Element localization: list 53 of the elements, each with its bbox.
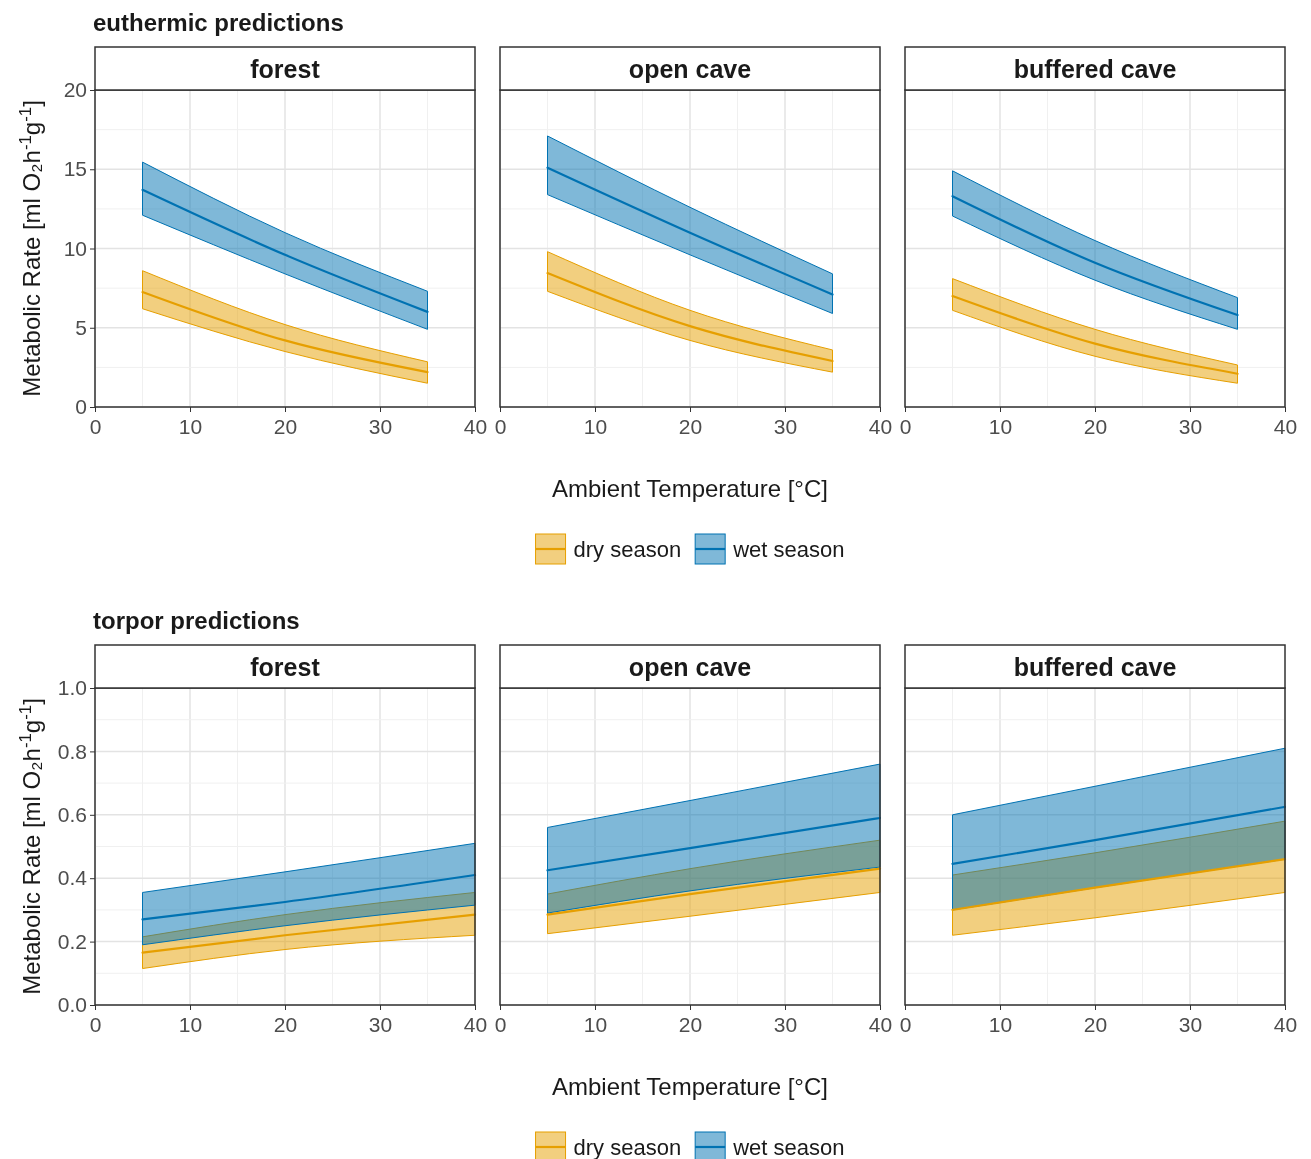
x-tick-label: 40 [463, 414, 488, 438]
chart-title: buffered cave [1013, 54, 1177, 83]
x-tick-label: 30 [368, 414, 393, 438]
x-tick-label: 30 [1178, 1012, 1203, 1036]
legend-label: dry season [573, 1135, 682, 1159]
x-tick-label: 20 [1083, 414, 1108, 438]
x-tick-label: 20 [273, 414, 298, 438]
x-tick-label: 10 [583, 414, 608, 438]
x-tick-label: 10 [988, 414, 1013, 438]
x-tick-label: 0 [899, 1012, 912, 1036]
y-tick-label: 0.0 [57, 993, 87, 1017]
legend-label: wet season [732, 1135, 845, 1159]
y-tick-label: 0.4 [57, 866, 88, 890]
x-tick-label: 0 [494, 1012, 507, 1036]
text: euthermic predictions [93, 9, 344, 36]
chart-title: forest [250, 652, 321, 681]
x-tick-label: 0 [494, 414, 507, 438]
x-tick-label: 30 [773, 1012, 798, 1036]
y-tick-label: 10 [63, 236, 87, 260]
x-tick-label: 20 [678, 414, 703, 438]
y-tick-label: 20 [63, 78, 87, 102]
chart-title: forest [250, 54, 321, 83]
x-tick-label: 20 [1083, 1012, 1108, 1036]
y-tick-label: 0 [75, 395, 87, 419]
x-tick-label: 40 [868, 1012, 893, 1036]
x-axis-title: Ambient Temperature [°C] [552, 1073, 828, 1100]
x-tick-label: 30 [368, 1012, 393, 1036]
x-tick-label: 40 [1273, 1012, 1298, 1036]
x-tick-label: 10 [178, 1012, 203, 1036]
y-tick-label: 0.8 [57, 739, 87, 763]
legend-label: dry season [573, 537, 682, 562]
text: torpor predictions [93, 607, 300, 634]
y-tick-label: 0.2 [57, 929, 87, 953]
x-tick-label: 0 [899, 414, 912, 438]
y-tick-label: 0.6 [57, 803, 87, 827]
x-tick-label: 20 [678, 1012, 703, 1036]
x-tick-label: 40 [1273, 414, 1298, 438]
chart-title: open cave [628, 54, 752, 83]
x-tick-label: 30 [773, 414, 798, 438]
chart-title: buffered cave [1013, 652, 1177, 681]
x-tick-label: 40 [463, 1012, 488, 1036]
y-tick-label: 5 [75, 315, 87, 339]
x-tick-label: 10 [178, 414, 203, 438]
y-tick-label: 1.0 [57, 676, 87, 700]
x-axis-title: Ambient Temperature [°C] [552, 475, 828, 502]
y-tick-label: 15 [63, 157, 87, 181]
legend-label: wet season [732, 537, 845, 562]
x-tick-label: 10 [988, 1012, 1013, 1036]
chart-title: open cave [628, 652, 752, 681]
x-tick-label: 20 [273, 1012, 298, 1036]
x-tick-label: 10 [583, 1012, 608, 1036]
x-tick-label: 30 [1178, 414, 1203, 438]
x-tick-label: 40 [868, 414, 893, 438]
